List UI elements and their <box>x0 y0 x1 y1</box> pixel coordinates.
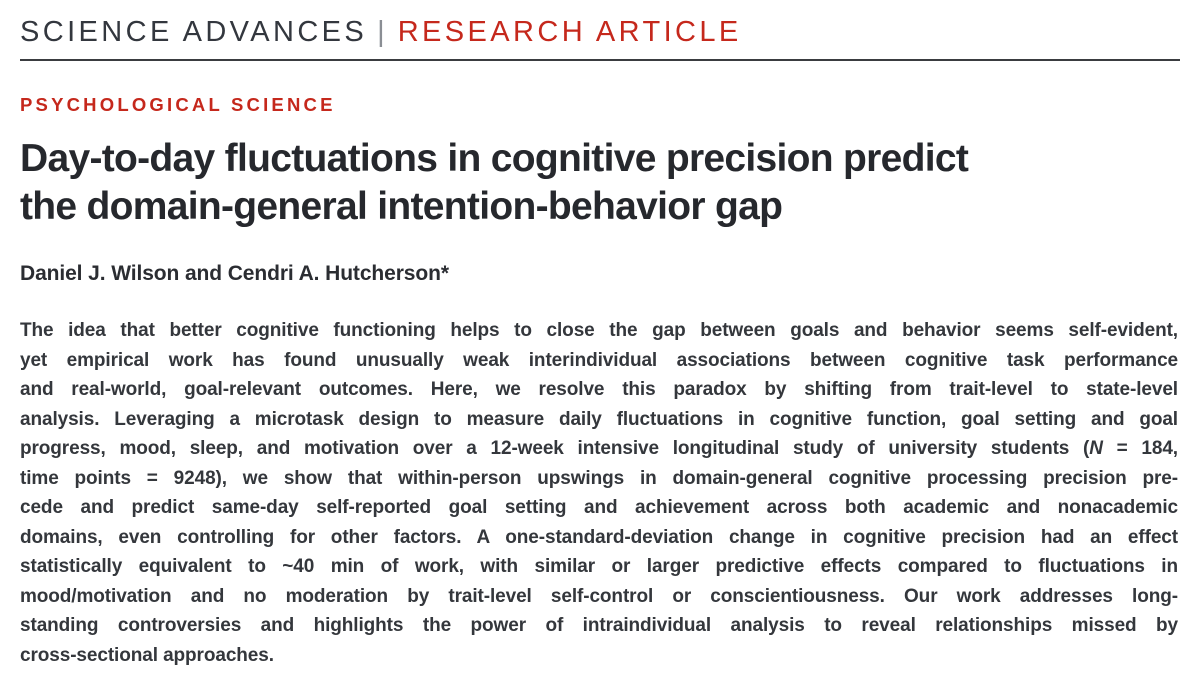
masthead-separator: | <box>377 16 385 48</box>
abstract-text: = 184, <box>1102 438 1178 459</box>
masthead-rule <box>20 59 1180 61</box>
abstract-text: time points = 9248), we show that within… <box>20 467 1178 489</box>
abstract-line: statistically equivalent to ~40 min of w… <box>20 552 1178 582</box>
abstract-text: mood/motivation and no moderation by tra… <box>20 585 1178 607</box>
abstract-text: statistically equivalent to ~40 min of w… <box>20 556 1178 577</box>
abstract-text: progress, mood, sleep, and motivation ov… <box>20 438 1090 459</box>
abstract-text: The idea that better cognitive functioni… <box>20 320 1178 341</box>
abstract-text: standing controversies and highlights th… <box>20 615 1178 636</box>
journal-name: SCIENCE ADVANCES <box>20 16 368 48</box>
abstract-line: cross-sectional approaches. <box>20 641 1178 671</box>
abstract-line: domains, even controlling for other fact… <box>20 523 1178 553</box>
abstract-line: cede and predict same-day self-reported … <box>20 493 1178 523</box>
abstract-text: analysis. Leveraging a microtask design … <box>20 408 1178 430</box>
abstract-line: time points = 9248), we show that within… <box>20 464 1178 494</box>
abstract-line: analysis. Leveraging a microtask design … <box>20 405 1178 435</box>
article-type-label: RESEARCH ARTICLE <box>397 16 742 48</box>
abstract-line: and real-world, goal-relevant outcomes. … <box>20 375 1178 405</box>
authors-line: Daniel J. Wilson and Cendri A. Hutcherso… <box>20 262 449 285</box>
abstract-line: yet empirical work has found unusually w… <box>20 346 1178 376</box>
abstract-line: progress, mood, sleep, and motivation ov… <box>20 434 1178 464</box>
abstract-italic-term: N <box>1089 438 1103 459</box>
abstract-text: domains, even controlling for other fact… <box>20 526 1178 548</box>
section-label: PSYCHOLOGICAL SCIENCE <box>20 94 336 115</box>
abstract-text: cross-sectional approaches. <box>20 644 274 666</box>
abstract-text: cede and predict same-day self-reported … <box>20 497 1178 518</box>
article-title: Day-to-day fluctuations in cognitive pre… <box>20 135 1180 231</box>
abstract-text: and real-world, goal-relevant outcomes. … <box>20 379 1178 400</box>
abstract: The idea that better cognitive functioni… <box>20 316 1178 670</box>
abstract-line: standing controversies and highlights th… <box>20 611 1178 641</box>
abstract-line: mood/motivation and no moderation by tra… <box>20 582 1178 612</box>
abstract-line: The idea that better cognitive functioni… <box>20 316 1178 346</box>
title-line-1: Day-to-day fluctuations in cognitive pre… <box>20 137 969 180</box>
abstract-text: yet empirical work has found unusually w… <box>20 349 1178 371</box>
title-line-2: the domain-general intention-behavior ga… <box>20 185 783 228</box>
journal-masthead: SCIENCE ADVANCES | RESEARCH ARTICLE <box>20 14 1180 50</box>
